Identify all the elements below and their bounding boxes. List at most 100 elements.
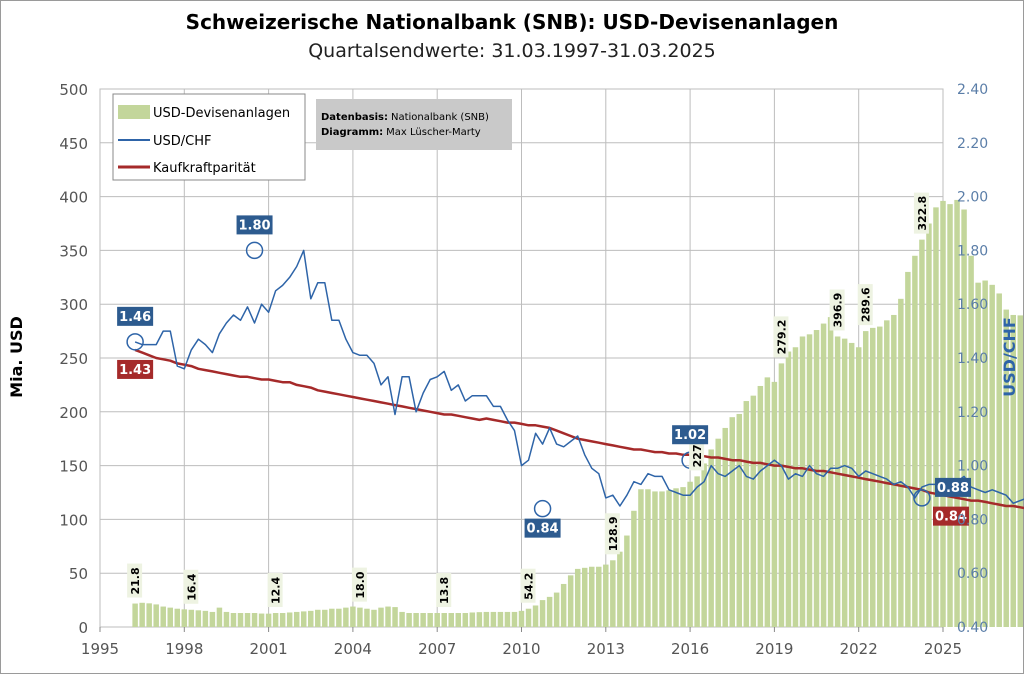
bar-series xyxy=(132,199,1024,628)
y-tick-label: 450 xyxy=(59,135,88,153)
bar xyxy=(272,613,279,627)
bar xyxy=(1017,315,1024,627)
axes: Mia. USD USD/CHF 0 50 100 150 200 250 300 350 40… xyxy=(7,81,1019,658)
y2-tick-label: 2.00 xyxy=(957,190,988,206)
x-tick-label: 2022 xyxy=(840,640,878,658)
bar-label: 279.2 xyxy=(775,320,788,355)
bar-label-group: 54.2 xyxy=(520,568,536,603)
bar xyxy=(371,609,377,627)
y-tick-label: 400 xyxy=(59,189,88,207)
source-box-bg xyxy=(316,99,512,150)
y-tick-label: 300 xyxy=(59,296,88,314)
bar xyxy=(462,613,469,627)
bar xyxy=(455,613,462,627)
bar xyxy=(687,481,693,627)
y2-tick-label: 0.80 xyxy=(957,512,988,528)
bar xyxy=(666,490,672,627)
y2-tick-label: 0.40 xyxy=(957,620,988,636)
bar xyxy=(532,605,539,627)
bar-label-bg xyxy=(857,284,873,326)
bar-label-bg xyxy=(267,573,283,608)
bar xyxy=(286,612,293,627)
bar xyxy=(553,592,560,627)
bar xyxy=(160,606,166,627)
bar xyxy=(792,347,799,627)
bar xyxy=(855,347,862,627)
bar xyxy=(743,401,750,627)
bar xyxy=(715,438,721,627)
bar-label: 21.8 xyxy=(129,567,142,594)
bar xyxy=(785,351,792,627)
bar xyxy=(279,613,286,627)
x-tick-label: 2016 xyxy=(671,640,709,658)
bar xyxy=(961,209,967,627)
bar xyxy=(195,610,202,627)
bar xyxy=(834,336,841,627)
bar xyxy=(652,491,658,627)
bar xyxy=(940,200,946,628)
callout-label: 1.46 xyxy=(119,310,151,325)
y2-tick-label: 1.60 xyxy=(957,297,988,313)
highlight-circle xyxy=(126,333,144,351)
bar xyxy=(567,575,574,627)
bar xyxy=(230,613,237,627)
bar xyxy=(378,607,384,627)
bar xyxy=(799,336,806,627)
line-series xyxy=(134,249,1024,510)
bar-label: 12.4 xyxy=(270,577,283,604)
bar-label-bg xyxy=(183,569,199,604)
bar-label-group: 128.9 xyxy=(604,513,620,555)
bar xyxy=(223,611,230,627)
bar xyxy=(308,610,314,627)
bar xyxy=(975,282,981,627)
callout-label: 1.43 xyxy=(119,363,151,378)
bar xyxy=(673,488,679,627)
bar xyxy=(596,566,602,627)
bar-label-group: 21.8 xyxy=(127,563,143,598)
callout-label: 0.84 xyxy=(935,510,967,525)
bar xyxy=(539,600,546,627)
bar-label-group: 12.4 xyxy=(267,573,283,608)
bar xyxy=(638,489,644,627)
bar xyxy=(933,207,939,628)
bar-label-group: 279.2 xyxy=(773,316,789,358)
x-tick-label: 1995 xyxy=(81,640,119,658)
bar xyxy=(701,463,707,627)
source-label-data: Datenbasis: xyxy=(321,112,388,123)
bar xyxy=(680,487,686,627)
source-box: Datenbasis: Nationalbank (SNB) Diagramm: M… xyxy=(316,99,512,150)
bar xyxy=(813,330,820,627)
bar xyxy=(434,613,440,627)
bar xyxy=(329,608,335,627)
x-tick-label: 2025 xyxy=(924,640,962,658)
y-tick-label: 200 xyxy=(59,404,88,422)
bar xyxy=(385,606,391,627)
bar-label-bg xyxy=(351,567,367,602)
bar xyxy=(589,566,595,627)
callout-label: 1.02 xyxy=(674,428,706,443)
legend-label-kkp: Kaufkraftparität xyxy=(153,161,256,176)
bar xyxy=(518,610,525,627)
bar xyxy=(947,204,953,627)
bar xyxy=(399,611,405,627)
callout-box xyxy=(236,215,273,235)
bar-label-bg xyxy=(913,192,929,234)
bar xyxy=(574,568,581,627)
bar-label: 396.9 xyxy=(832,293,845,328)
bar-label-bg xyxy=(773,316,789,358)
source-value-data: Nationalbank (SNB) xyxy=(391,112,489,123)
bar-label-bg xyxy=(127,563,143,598)
highlight-circle xyxy=(533,499,552,518)
bar xyxy=(631,510,637,627)
y2-tick-label: 1.20 xyxy=(957,405,988,421)
bar xyxy=(708,449,714,627)
bar xyxy=(750,395,757,627)
bar xyxy=(581,567,588,627)
legend-swatch-bar xyxy=(118,105,150,119)
bar xyxy=(525,608,532,627)
bar-label-bg xyxy=(520,568,536,603)
bar xyxy=(694,476,700,627)
highlight-circle xyxy=(245,241,264,260)
bar xyxy=(511,611,518,627)
bar xyxy=(490,611,497,627)
